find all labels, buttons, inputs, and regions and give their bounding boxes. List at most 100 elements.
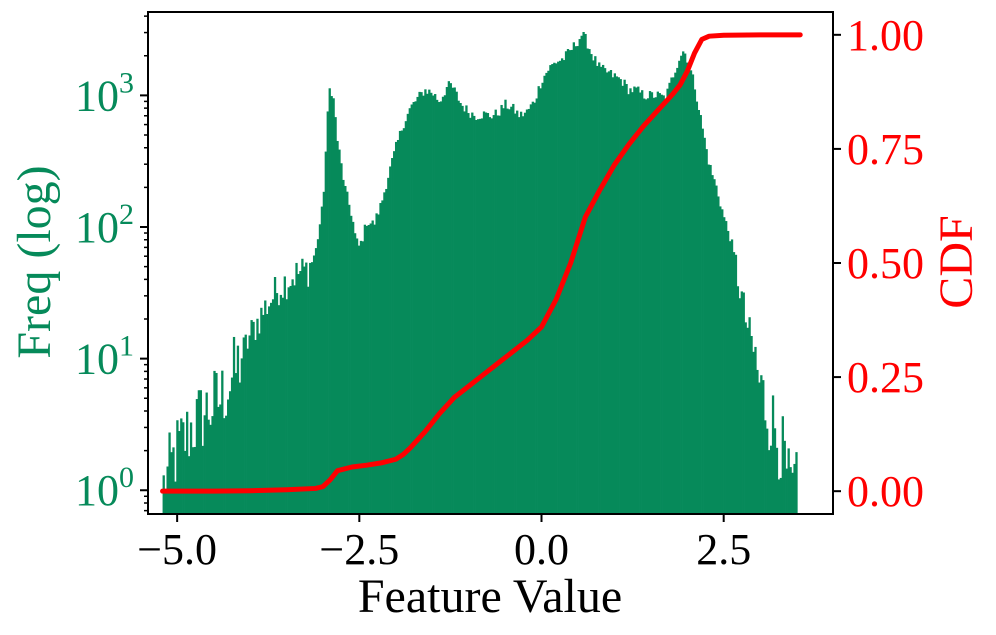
- histogram-bar: [693, 89, 697, 514]
- histogram-bar: [330, 96, 333, 514]
- histogram-bar: [674, 72, 677, 515]
- histogram-bar: [365, 225, 368, 514]
- histogram-bar: [783, 440, 786, 514]
- histogram-bar: [625, 84, 628, 514]
- histogram-bar: [449, 83, 452, 514]
- histogram-bar: [646, 98, 650, 514]
- histogram-bar: [773, 428, 777, 514]
- histogram-bar: [373, 224, 376, 514]
- histogram-bar: [223, 418, 226, 514]
- cdf-line: [160, 32, 803, 494]
- histogram-bar: [254, 339, 257, 514]
- histogram-bar: [359, 240, 363, 514]
- histogram-bar: [478, 118, 482, 515]
- histogram-bar: [293, 285, 296, 514]
- histogram-bar: [162, 475, 165, 514]
- left-y-axis: 100 101 102 103: [75, 15, 148, 515]
- histogram-bar: [426, 93, 429, 514]
- cdf-layer: [160, 32, 803, 494]
- histogram-bar: [535, 98, 538, 515]
- histogram-bar: [451, 87, 454, 514]
- histogram-bar: [611, 77, 615, 514]
- right-y-axis: 0.00 0.25 0.50 0.75 1.00: [833, 11, 924, 516]
- histogram-bar: [217, 406, 220, 514]
- histogram-bar: [562, 60, 566, 514]
- histogram-bar: [279, 294, 283, 514]
- histogram-bar: [414, 101, 417, 514]
- histogram-bar: [215, 372, 218, 514]
- histogram-bar: [584, 33, 587, 514]
- histogram-bar: [785, 468, 788, 514]
- histogram-bars: [162, 31, 798, 515]
- histogram-bar: [502, 108, 505, 514]
- histogram-bar: [590, 54, 593, 515]
- histogram-bar: [455, 91, 458, 514]
- histogram-bar: [201, 445, 204, 514]
- histogram-bar: [635, 87, 638, 514]
- histogram-bar: [230, 377, 234, 514]
- histogram-bar: [180, 418, 183, 514]
- histogram-bar: [203, 415, 206, 514]
- histogram-bar: [326, 111, 329, 514]
- histogram-bar: [441, 96, 445, 514]
- histogram-bar: [687, 66, 691, 515]
- histogram-bar: [553, 62, 556, 514]
- histogram-bar: [256, 318, 259, 514]
- histogram-bar: [221, 370, 224, 514]
- histogram-bar: [416, 96, 419, 515]
- histogram-bar: [574, 46, 577, 514]
- histogram-bar: [734, 254, 738, 515]
- histogram-bar: [543, 75, 546, 515]
- histogram-bar: [691, 74, 695, 515]
- histogram-bar: [482, 111, 486, 514]
- histogram-bar: [769, 445, 773, 514]
- histogram-bar: [443, 95, 447, 515]
- histogram-bar: [508, 109, 511, 514]
- histogram-bar: [350, 215, 353, 514]
- histogram-bar: [648, 91, 652, 514]
- histogram-bar: [353, 233, 357, 514]
- histogram-bar: [633, 86, 636, 514]
- histogram-bar: [781, 416, 784, 514]
- histogram-bar: [289, 285, 292, 514]
- histogram-bar: [662, 95, 665, 514]
- histogram-bar: [711, 175, 714, 515]
- histogram-bar: [707, 164, 710, 514]
- histogram-bar: [205, 392, 208, 514]
- histogram-bar: [738, 298, 741, 514]
- histogram-bar: [644, 99, 648, 514]
- histogram-bar: [381, 200, 384, 514]
- histogram-bar: [678, 60, 681, 515]
- histogram-bar: [379, 203, 382, 514]
- right-tick-label: 0.00: [847, 467, 924, 516]
- histogram-bar: [164, 490, 167, 514]
- histogram-bar: [668, 82, 671, 514]
- histogram-bar: [697, 109, 700, 515]
- histogram-bar: [424, 89, 427, 514]
- histogram-bar: [551, 64, 554, 514]
- histogram-bar: [465, 105, 468, 514]
- histogram-bar: [521, 116, 525, 514]
- histogram-bar: [758, 382, 761, 514]
- histogram-bar: [643, 98, 646, 515]
- histogram-bar: [168, 432, 171, 514]
- histogram-bar: [721, 209, 724, 515]
- histogram-bar: [549, 65, 552, 514]
- histogram-bar: [182, 422, 185, 514]
- left-tick-label: 103: [75, 66, 134, 120]
- histogram-bar: [750, 336, 753, 514]
- histogram-bar: [305, 262, 308, 514]
- histogram-bar: [623, 79, 626, 515]
- histogram-bar: [410, 104, 413, 514]
- histogram-bar: [496, 115, 499, 515]
- histogram-bar: [666, 88, 669, 515]
- histogram-bar: [488, 117, 492, 515]
- histogram-bar: [420, 92, 423, 515]
- histogram-bar: [361, 241, 365, 514]
- histogram-bar: [795, 452, 798, 514]
- histogram-bar: [504, 99, 507, 514]
- histogram-bar: [338, 149, 341, 514]
- histogram-bar: [248, 335, 251, 514]
- histogram-bar: [244, 334, 247, 514]
- histogram-bar: [463, 111, 466, 514]
